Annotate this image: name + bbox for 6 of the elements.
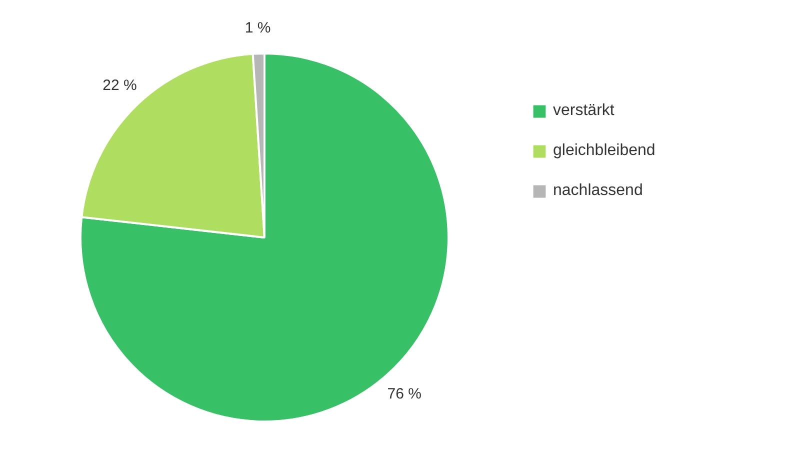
legend-label: verstärkt <box>553 102 614 120</box>
legend-label: gleichbleibend <box>553 142 656 160</box>
data-label: 76 % <box>387 385 422 402</box>
legend-label: nachlassend <box>553 182 643 200</box>
data-label: 22 % <box>102 77 137 94</box>
data-label: 1 % <box>244 19 271 36</box>
